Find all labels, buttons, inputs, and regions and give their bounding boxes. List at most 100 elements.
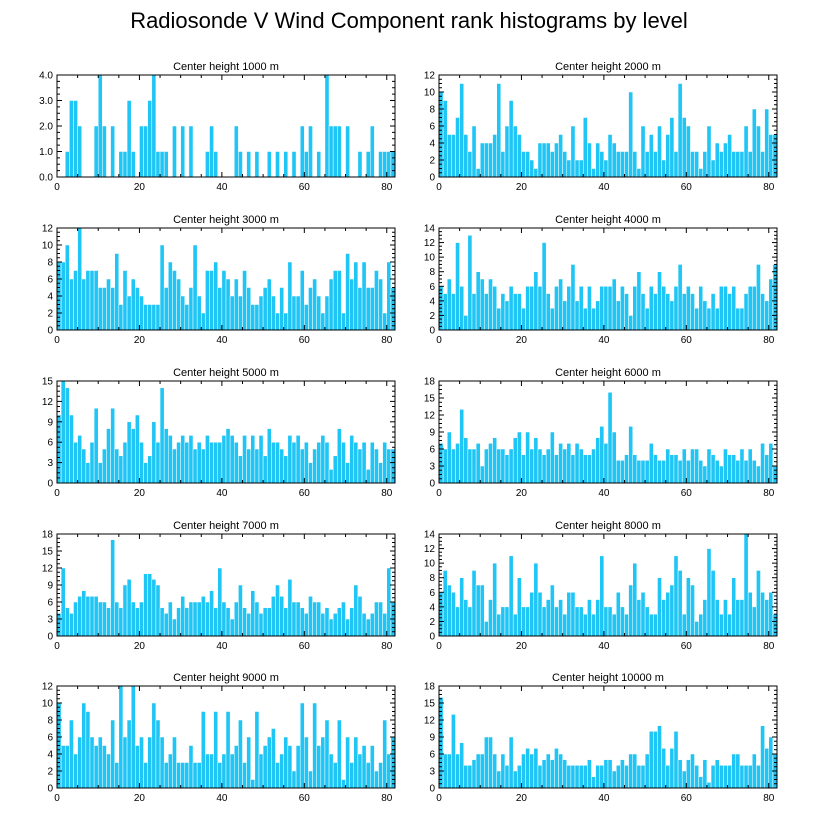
histogram-bar bbox=[607, 392, 613, 484]
histogram-bar bbox=[349, 607, 355, 637]
x-tick-label: 0 bbox=[54, 335, 60, 346]
histogram-bar bbox=[106, 607, 111, 637]
histogram-bar bbox=[205, 753, 210, 789]
histogram-bar bbox=[93, 270, 99, 331]
histogram-bar bbox=[192, 244, 198, 331]
histogram-bar bbox=[719, 465, 724, 484]
histogram-bar bbox=[225, 278, 231, 331]
histogram-bar bbox=[545, 599, 551, 637]
histogram-bar bbox=[446, 278, 452, 331]
histogram-bar bbox=[386, 151, 392, 178]
histogram-bar bbox=[550, 584, 555, 637]
histogram-bar bbox=[332, 762, 338, 789]
histogram-bar bbox=[102, 448, 107, 484]
histogram-bar bbox=[690, 753, 695, 789]
histogram-bar bbox=[81, 702, 87, 789]
y-tick-label: 3 bbox=[429, 767, 435, 778]
histogram-bar bbox=[130, 685, 136, 789]
histogram-bar bbox=[471, 293, 477, 331]
y-tick-label: 6 bbox=[47, 733, 53, 744]
histogram-bar bbox=[172, 736, 177, 789]
histogram-bar bbox=[648, 613, 654, 637]
histogram-bar bbox=[661, 748, 666, 789]
x-tick-label: 0 bbox=[436, 335, 442, 346]
histogram-bar bbox=[496, 770, 502, 789]
histogram-bar bbox=[163, 428, 169, 484]
histogram-bar bbox=[756, 570, 761, 637]
histogram-bar bbox=[341, 441, 346, 484]
histogram-bar bbox=[471, 448, 477, 484]
x-tick-label: 20 bbox=[516, 182, 528, 193]
histogram-bar bbox=[562, 300, 568, 331]
histogram-bar bbox=[85, 711, 91, 789]
histogram-bar bbox=[550, 759, 555, 789]
histogram-bar bbox=[669, 117, 675, 178]
histogram-bar bbox=[747, 592, 753, 637]
histogram-bar bbox=[382, 312, 388, 331]
histogram-bar bbox=[723, 448, 728, 484]
histogram-bar bbox=[467, 448, 473, 484]
histogram-bar bbox=[382, 151, 388, 178]
histogram-bar bbox=[316, 745, 322, 789]
histogram-bar bbox=[554, 606, 559, 637]
histogram-bar bbox=[719, 151, 724, 178]
panel-title: Center height 5000 m bbox=[173, 367, 279, 379]
histogram-bar bbox=[135, 414, 140, 484]
histogram-bar bbox=[213, 261, 219, 331]
histogram-bar bbox=[163, 762, 169, 789]
histogram-bar bbox=[525, 606, 530, 637]
y-tick-label: 15 bbox=[424, 394, 436, 405]
x-tick-label: 60 bbox=[681, 793, 693, 804]
histogram-bar bbox=[73, 441, 78, 484]
histogram-bar bbox=[706, 782, 712, 789]
histogram-bar bbox=[328, 469, 334, 484]
histogram-bar bbox=[512, 293, 518, 331]
histogram-bar bbox=[710, 454, 716, 484]
y-tick-label: 8 bbox=[429, 573, 435, 584]
histogram-bar bbox=[451, 592, 456, 637]
histogram-panel: Center height 6000 m 0 20 40 60 80 0 3 6 9 12 15 18 bbox=[424, 367, 778, 499]
histogram-bar bbox=[106, 278, 111, 331]
x-tick-label: 20 bbox=[134, 182, 146, 193]
histogram-bar bbox=[122, 441, 128, 484]
histogram-bar bbox=[283, 312, 289, 331]
y-tick-label: 18 bbox=[424, 682, 436, 693]
histogram-bar bbox=[229, 618, 235, 637]
histogram-bar bbox=[710, 765, 716, 789]
x-tick-label: 60 bbox=[681, 182, 693, 193]
histogram-bar bbox=[628, 426, 633, 484]
histogram-bar bbox=[196, 295, 202, 331]
histogram-bar bbox=[233, 441, 239, 484]
y-tick-label: 8 bbox=[429, 267, 435, 278]
histogram-bar bbox=[446, 753, 452, 789]
histogram-bar bbox=[64, 387, 70, 484]
histogram-bar bbox=[537, 765, 543, 789]
y-tick-label: 18 bbox=[424, 377, 436, 388]
histogram-bar bbox=[607, 759, 613, 789]
histogram-bar bbox=[262, 287, 268, 331]
histogram-bar bbox=[370, 613, 375, 637]
histogram-bar bbox=[517, 577, 522, 637]
histogram-bar bbox=[739, 448, 745, 484]
histogram-panel: Center height 10000 m 0 20 40 60 80 0 3 6 9 12 15 18 bbox=[424, 672, 778, 804]
histogram-bar bbox=[537, 286, 543, 331]
histogram-bar bbox=[93, 125, 99, 178]
histogram-bar bbox=[500, 448, 506, 484]
panel-title: Center height 3000 m bbox=[173, 214, 279, 226]
histogram-bar bbox=[723, 142, 728, 178]
histogram-bar bbox=[525, 151, 530, 178]
histogram-bar bbox=[254, 601, 260, 637]
y-tick-label: 0 bbox=[47, 479, 53, 490]
histogram-bar bbox=[345, 125, 350, 178]
x-tick-label: 0 bbox=[436, 488, 442, 499]
histogram-bar bbox=[97, 287, 103, 331]
histogram-panel: Center height 1000 m 0 20 40 60 80 0.0 1.0 2.0 3.… bbox=[39, 61, 396, 193]
histogram-bar bbox=[378, 762, 383, 789]
histogram-bar bbox=[488, 142, 493, 178]
histogram-bar bbox=[126, 719, 132, 789]
x-tick-label: 80 bbox=[763, 335, 775, 346]
histogram-bar bbox=[529, 592, 535, 637]
histogram-bar bbox=[529, 753, 535, 789]
histogram-bar bbox=[102, 601, 107, 637]
